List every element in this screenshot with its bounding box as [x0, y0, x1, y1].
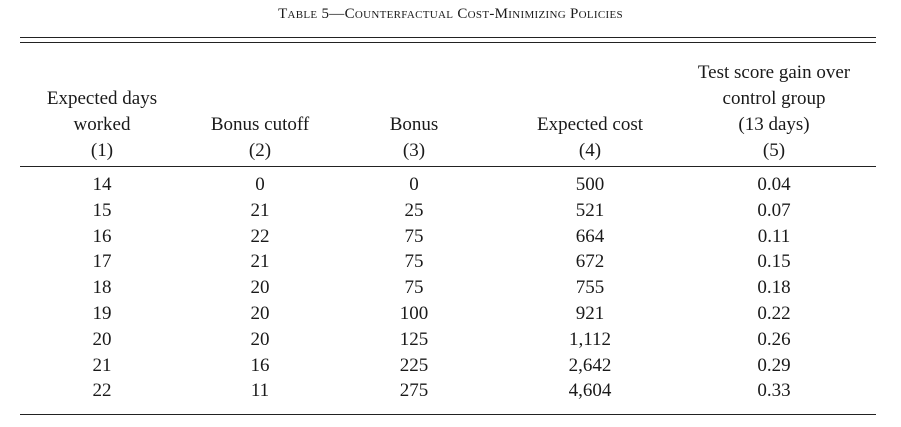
- cell-bonus-cutoff: 11: [250, 380, 270, 402]
- cell-test-score-gain: 0.22: [757, 302, 791, 324]
- cell-expected-days: 20: [92, 328, 112, 350]
- cell-bonus: 125: [399, 328, 429, 350]
- table-body: 14 0 0 500 0.04 15 21 25 521 0.07 16 22 …: [0, 172, 901, 404]
- cell-test-score-gain: 0.18: [757, 277, 791, 299]
- cell-expected-days: 21: [92, 354, 112, 376]
- cell-bonus-cutoff: 20: [250, 302, 270, 324]
- cell-bonus: 75: [404, 251, 424, 273]
- header-col1-line1: Expected days: [46, 88, 158, 109]
- cell-bonus-cutoff: 16: [250, 354, 270, 376]
- cell-expected-cost: 4,604: [568, 380, 612, 402]
- header-col3-line1: Bonus: [389, 114, 439, 135]
- table-title: Table 5—Counterfactual Cost-Minimizing P…: [278, 6, 623, 22]
- table-row: 19 20 100 921 0.22: [0, 301, 901, 327]
- cell-bonus-cutoff: 20: [250, 328, 270, 350]
- table-row: 21 16 225 2,642 0.29: [0, 353, 901, 379]
- cell-bonus: 275: [399, 380, 429, 402]
- cell-bonus-cutoff: 22: [250, 225, 270, 247]
- cell-bonus-cutoff: 20: [250, 277, 270, 299]
- header-col5-number: (5): [762, 140, 786, 161]
- cell-expected-cost: 664: [575, 225, 605, 247]
- cell-expected-cost: 921: [575, 302, 605, 324]
- cell-expected-cost: 1,112: [568, 328, 612, 350]
- cell-bonus: 0: [409, 174, 419, 195]
- header-col1-number: (1): [90, 140, 114, 161]
- cell-expected-days: 16: [92, 225, 112, 247]
- cell-bonus-cutoff: 21: [250, 199, 270, 221]
- top-rule-1: [20, 37, 876, 38]
- table-row: 17 21 75 672 0.15: [0, 249, 901, 275]
- table-row: 22 11 275 4,604 0.33: [0, 378, 901, 404]
- cell-expected-days: 15: [92, 199, 112, 221]
- cell-bonus-cutoff: 21: [250, 251, 270, 273]
- cell-expected-cost: 755: [575, 277, 605, 299]
- bottom-rule: [20, 414, 876, 415]
- header-col5-line1: Test score gain over: [697, 62, 851, 83]
- cell-test-score-gain: 0.15: [757, 251, 791, 273]
- table-row: 15 21 25 521 0.07: [0, 198, 901, 224]
- table-row: 20 20 125 1,112 0.26: [0, 327, 901, 353]
- header-col3-number: (3): [402, 140, 426, 161]
- cell-test-score-gain: 0.04: [757, 174, 791, 195]
- cell-bonus: 75: [404, 277, 424, 299]
- cell-expected-cost: 521: [575, 199, 605, 221]
- cell-bonus: 75: [404, 225, 424, 247]
- cell-test-score-gain: 0.11: [757, 225, 791, 247]
- cell-test-score-gain: 0.33: [757, 380, 791, 402]
- top-rule-2: [20, 42, 876, 43]
- header-col4-number: (4): [578, 140, 602, 161]
- cell-expected-days: 19: [92, 302, 112, 324]
- cell-bonus: 100: [399, 302, 429, 324]
- header-rule: [20, 166, 876, 167]
- header-col2-number: (2): [248, 140, 272, 161]
- table-row: 16 22 75 664 0.11: [0, 224, 901, 250]
- cell-test-score-gain: 0.07: [757, 199, 791, 221]
- cell-expected-days: 18: [92, 277, 112, 299]
- header-col2-line1: Bonus cutoff: [210, 114, 310, 135]
- cell-test-score-gain: 0.29: [757, 354, 791, 376]
- header-col5-line2: control group: [722, 88, 826, 109]
- cell-expected-cost: 672: [575, 251, 605, 273]
- cell-expected-cost: 2,642: [568, 354, 612, 376]
- cell-bonus: 25: [404, 199, 424, 221]
- cell-expected-cost: 500: [575, 174, 605, 195]
- cell-expected-days: 17: [92, 251, 112, 273]
- table-row: 18 20 75 755 0.18: [0, 275, 901, 301]
- cell-expected-days: 14: [92, 174, 112, 195]
- header-col5-line3: (13 days): [738, 114, 810, 135]
- cell-expected-days: 22: [92, 380, 112, 402]
- header-col4-line1: Expected cost: [536, 114, 644, 135]
- cell-bonus: 225: [399, 354, 429, 376]
- header-col1-line2: worked: [73, 114, 131, 135]
- table-row: 14 0 0 500 0.04: [0, 172, 901, 198]
- cell-bonus-cutoff: 0: [255, 174, 265, 195]
- cell-test-score-gain: 0.26: [757, 328, 791, 350]
